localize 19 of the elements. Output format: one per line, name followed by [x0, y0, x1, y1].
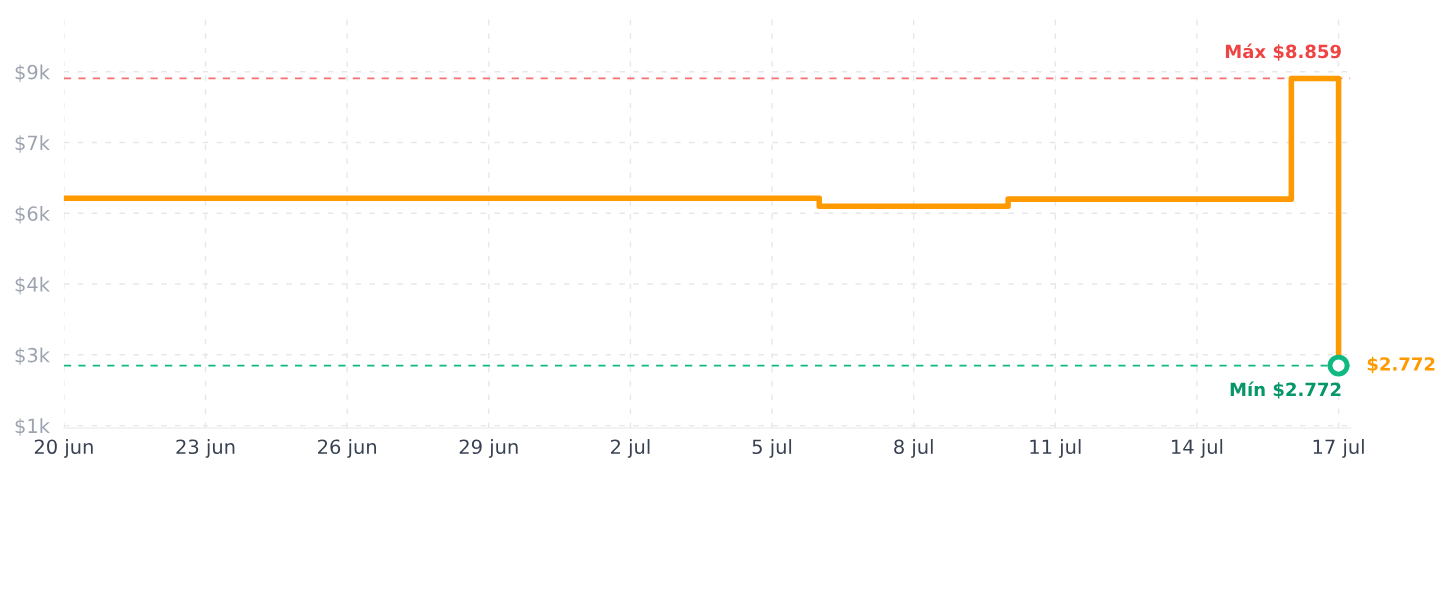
x-tick-label: 20 jun [34, 439, 93, 458]
x-tick-label: 2 jul [610, 439, 650, 458]
x-tick-label: 23 jun [176, 439, 235, 458]
ref-line-label: Máx $8.859 [1225, 43, 1341, 61]
x-tick-label: 17 jul [1313, 439, 1364, 458]
x-tick-label: 8 jul [894, 439, 933, 458]
x-tick-label: 29 jun [459, 439, 518, 458]
x-tick-label: 14 jul [1172, 439, 1223, 458]
y-tick-label: $6k [15, 205, 50, 224]
y-tick-label: $3k [15, 347, 50, 366]
x-tick-label: 5 jul [752, 439, 792, 458]
ref-line-label: Mín $2.772 [1230, 381, 1341, 399]
y-tick-label: $7k [15, 135, 50, 153]
annotation: $2.772 [1367, 356, 1435, 374]
x-tick-label: 26 jun [318, 439, 376, 458]
y-tick-label: $1k [15, 418, 50, 436]
y-tick-label: $9k [15, 64, 50, 83]
y-tick-label: $4k [15, 276, 50, 295]
x-tick-label: 11 jul [1030, 439, 1081, 458]
